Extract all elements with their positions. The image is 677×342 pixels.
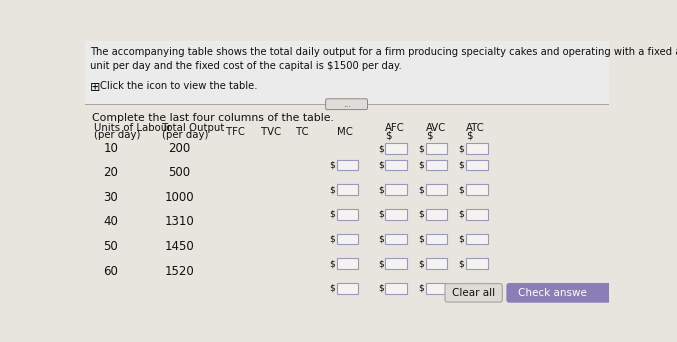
Text: $: $ bbox=[458, 259, 464, 268]
Bar bbox=[426, 283, 447, 293]
Bar bbox=[426, 258, 447, 269]
Text: The accompanying table shows the total daily output for a firm producing special: The accompanying table shows the total d… bbox=[90, 47, 677, 71]
Text: $: $ bbox=[418, 160, 424, 170]
Bar bbox=[85, 104, 609, 304]
Text: (per day): (per day) bbox=[162, 130, 209, 140]
Text: $: $ bbox=[458, 234, 464, 244]
Text: $: $ bbox=[466, 130, 473, 140]
FancyBboxPatch shape bbox=[445, 284, 502, 302]
Bar bbox=[85, 41, 609, 109]
Bar bbox=[336, 234, 358, 244]
Text: $: $ bbox=[418, 284, 424, 293]
Bar bbox=[466, 283, 487, 293]
Text: $: $ bbox=[329, 234, 335, 244]
Text: $: $ bbox=[378, 234, 384, 244]
Text: $: $ bbox=[458, 160, 464, 170]
Text: (per day): (per day) bbox=[94, 130, 140, 140]
Bar bbox=[466, 160, 487, 170]
Text: $: $ bbox=[329, 284, 335, 293]
Text: Total Output: Total Output bbox=[162, 123, 225, 133]
Text: 20: 20 bbox=[104, 166, 118, 179]
Text: $: $ bbox=[378, 284, 384, 293]
Text: 500: 500 bbox=[168, 166, 190, 179]
Text: AFC: AFC bbox=[385, 123, 405, 133]
Bar bbox=[426, 209, 447, 220]
Text: $: $ bbox=[329, 185, 335, 194]
Text: ATC: ATC bbox=[466, 123, 485, 133]
Bar bbox=[385, 283, 407, 293]
Text: 10: 10 bbox=[104, 142, 118, 155]
Text: $: $ bbox=[418, 259, 424, 268]
Text: Check answe: Check answe bbox=[517, 288, 586, 298]
Text: $: $ bbox=[418, 234, 424, 244]
Bar bbox=[336, 283, 358, 293]
Text: 1310: 1310 bbox=[165, 215, 194, 228]
Text: $: $ bbox=[378, 185, 384, 194]
Text: $: $ bbox=[329, 210, 335, 219]
Text: Complete the last four columns of the table.: Complete the last four columns of the ta… bbox=[92, 113, 334, 123]
Bar bbox=[466, 234, 487, 244]
Text: $: $ bbox=[418, 144, 424, 153]
Text: 1000: 1000 bbox=[165, 191, 194, 204]
Bar bbox=[336, 160, 358, 170]
Text: Clear all: Clear all bbox=[452, 288, 496, 298]
Text: $: $ bbox=[378, 160, 384, 170]
Bar bbox=[385, 184, 407, 195]
Text: $: $ bbox=[378, 210, 384, 219]
Text: 200: 200 bbox=[168, 142, 190, 155]
Text: Units of Labour: Units of Labour bbox=[94, 123, 171, 133]
Bar bbox=[385, 160, 407, 170]
Bar bbox=[385, 258, 407, 269]
Bar bbox=[466, 143, 487, 154]
Text: 60: 60 bbox=[104, 265, 118, 278]
Text: $: $ bbox=[378, 144, 384, 153]
Bar bbox=[426, 143, 447, 154]
Text: $: $ bbox=[329, 259, 335, 268]
Text: Click the icon to view the table.: Click the icon to view the table. bbox=[100, 81, 258, 91]
Text: TVC: TVC bbox=[261, 127, 282, 136]
Text: 30: 30 bbox=[104, 191, 118, 204]
Text: AVC: AVC bbox=[426, 123, 446, 133]
Text: 1520: 1520 bbox=[165, 265, 194, 278]
Bar bbox=[426, 184, 447, 195]
Text: ...: ... bbox=[343, 100, 351, 109]
FancyBboxPatch shape bbox=[326, 99, 368, 109]
Text: ⊞: ⊞ bbox=[90, 81, 101, 94]
Bar bbox=[385, 234, 407, 244]
Text: 40: 40 bbox=[104, 215, 118, 228]
Text: MC: MC bbox=[336, 127, 352, 136]
Text: $: $ bbox=[418, 185, 424, 194]
Bar bbox=[336, 209, 358, 220]
Text: $: $ bbox=[385, 130, 392, 140]
Text: $: $ bbox=[426, 130, 432, 140]
FancyBboxPatch shape bbox=[507, 284, 616, 302]
Bar bbox=[466, 258, 487, 269]
Text: TFC: TFC bbox=[226, 127, 246, 136]
Bar bbox=[466, 184, 487, 195]
Text: $: $ bbox=[458, 144, 464, 153]
Bar bbox=[426, 160, 447, 170]
Bar bbox=[426, 234, 447, 244]
Bar bbox=[385, 209, 407, 220]
Bar bbox=[336, 184, 358, 195]
Text: $: $ bbox=[378, 259, 384, 268]
Text: $: $ bbox=[418, 210, 424, 219]
Bar bbox=[466, 209, 487, 220]
Text: $: $ bbox=[458, 210, 464, 219]
Text: $: $ bbox=[458, 284, 464, 293]
Text: $: $ bbox=[329, 160, 335, 170]
Text: TC: TC bbox=[297, 127, 309, 136]
Text: 1450: 1450 bbox=[165, 240, 194, 253]
Text: $: $ bbox=[458, 185, 464, 194]
Bar bbox=[385, 143, 407, 154]
Text: 50: 50 bbox=[104, 240, 118, 253]
Bar bbox=[336, 258, 358, 269]
